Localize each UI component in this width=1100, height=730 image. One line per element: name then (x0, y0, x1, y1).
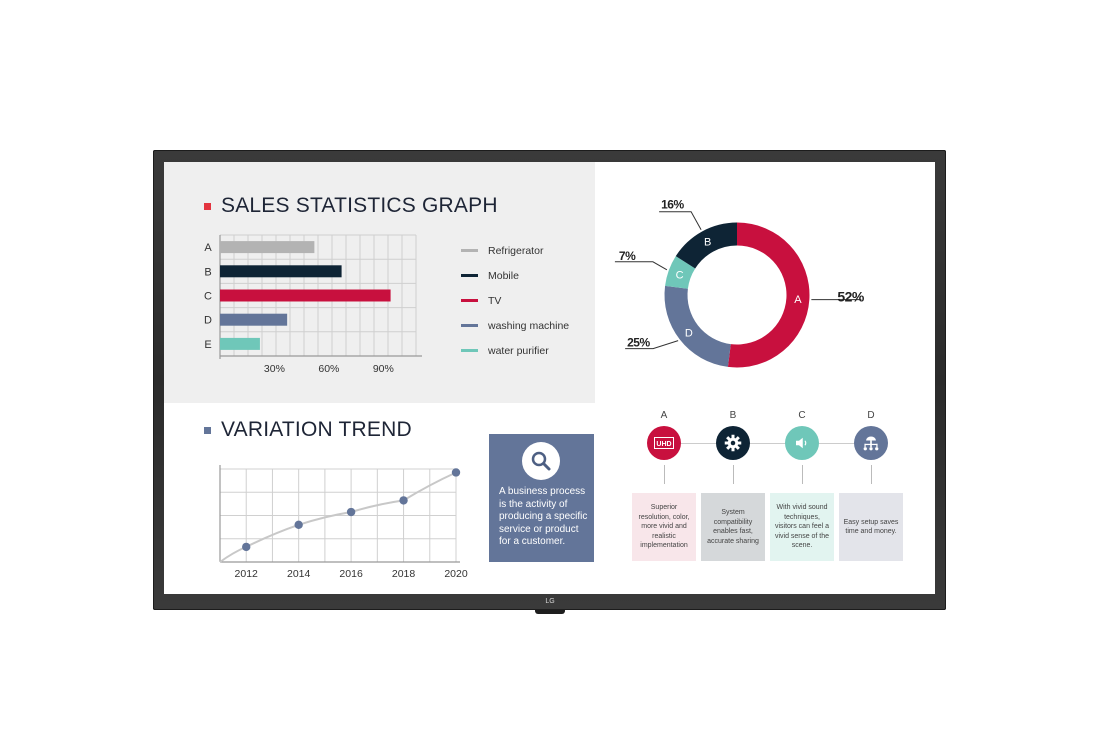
donut-slice-label: A (794, 294, 802, 306)
donut-slice-d (664, 285, 731, 367)
trend-title: VARIATION TREND (204, 418, 412, 442)
network-icon (854, 426, 888, 460)
feature-letter-a: A (660, 410, 668, 421)
feature-card-b: System compatibility enables fast, accur… (701, 493, 765, 561)
legend-item: TV (461, 288, 569, 313)
legend-swatch (461, 249, 478, 252)
magnifier-icon (522, 442, 560, 480)
legend-label: Mobile (488, 269, 519, 282)
feature-letter-c: C (798, 410, 806, 421)
x-tick-label: 2014 (287, 568, 311, 580)
bar-category-label: A (204, 242, 212, 254)
bar-category-label: D (204, 315, 212, 327)
monitor-stand (535, 609, 565, 614)
brand-logo: LG (545, 598, 555, 605)
feature-letter-d: D (867, 410, 875, 421)
x-tick-label: 2016 (339, 568, 363, 580)
bar-c (220, 289, 391, 302)
donut-pct-label: 7% (619, 249, 636, 263)
feature-card-text: Superior resolution, color, more vivid a… (638, 504, 690, 550)
feature-card-d: Easy setup saves time and money. (839, 493, 903, 561)
legend-label: water purifier (488, 344, 549, 357)
bar-b (220, 265, 342, 278)
feature-card-text: System compatibility enables fast, accur… (707, 509, 759, 545)
trend-point (242, 542, 251, 552)
trend-point (346, 507, 356, 517)
legend-item: water purifier (461, 338, 569, 363)
donut-slice-b (675, 222, 737, 269)
callout-line (659, 211, 702, 230)
bar-e (220, 337, 260, 350)
donut-slice-a (727, 222, 810, 368)
legend-swatch (461, 299, 478, 302)
x-tick-label: 2018 (392, 568, 416, 580)
bar-a (220, 241, 315, 254)
trend-point (294, 520, 303, 529)
trend-title-text: VARIATION TREND (221, 418, 412, 441)
legend-label: washing machine (488, 319, 570, 332)
caption-box: A business process is the activity of pr… (489, 434, 594, 562)
feature-card-c: With vivid sound techniques, visitors ca… (770, 493, 834, 561)
uhd-icon: UHD (647, 426, 681, 460)
sales-bar-chart: AB CDE 30% 60% 90% (204, 234, 422, 375)
legend-item: washing machine (461, 313, 569, 338)
feature-card-text: With vivid sound techniques, visitors ca… (774, 504, 830, 550)
sales-title-text: SALES STATISTICS GRAPH (221, 194, 498, 217)
donut-slice-label: D (685, 327, 693, 339)
x-tick-label: 60% (318, 363, 339, 375)
donut-slice-label: B (704, 237, 711, 249)
feature-connector-line (664, 465, 665, 484)
donut-pct-label: 16% (661, 198, 684, 212)
trend-line-chart: 2012 2014 2016 2018 2020 (219, 465, 468, 580)
trend-line (219, 471, 457, 563)
feature-card-a: Superior resolution, color, more vivid a… (632, 493, 696, 561)
legend-swatch (461, 349, 478, 352)
feature-connector-line (802, 465, 803, 484)
sales-legend: Refrigerator Mobile TV washing machine water… (461, 238, 569, 363)
title-marker (204, 426, 211, 434)
bar-category-label: C (204, 291, 212, 303)
bar-d (220, 313, 288, 326)
donut-slice-c (665, 256, 696, 289)
legend-item: Refrigerator (461, 238, 569, 263)
gear-icon (716, 426, 750, 460)
x-tick-label: 30% (264, 363, 285, 375)
feature-card-text: Easy setup saves time and money. (843, 518, 899, 536)
callout-line (625, 340, 679, 350)
bar-category-label: E (204, 339, 211, 351)
x-tick-label: 90% (373, 363, 394, 375)
monitor-screen: SALES STATISTICS GRAPH A B C D E 30% 60% 90% Re… (164, 162, 935, 594)
feature-connector (664, 443, 874, 444)
donut-pct-label: 25% (627, 336, 650, 350)
speaker-icon (785, 426, 819, 460)
legend-label: Refrigerator (488, 244, 544, 257)
sales-panel: SALES STATISTICS GRAPH A B C D E 30% 60% 90% Re… (164, 162, 595, 403)
feature-connector-line (871, 465, 872, 484)
feature-letter-b: B (729, 410, 737, 421)
x-tick-label: 2020 (444, 568, 468, 580)
trend-point (399, 496, 408, 505)
legend-swatch (461, 324, 478, 327)
sales-title: SALES STATISTICS GRAPH (204, 194, 498, 218)
svg-text:UHD: UHD (656, 441, 671, 448)
feature-connector-line (733, 465, 734, 484)
legend-item: Mobile (461, 263, 569, 288)
legend-label: TV (488, 294, 502, 307)
title-marker (204, 202, 211, 210)
donut-slice-label: C (676, 269, 684, 281)
bar-category-label: B (204, 266, 211, 278)
trend-point (451, 468, 461, 477)
donut-chart: A 52% D 25% C 7% B 16% (614, 198, 865, 368)
legend-swatch (461, 274, 478, 277)
x-tick-label: 2012 (235, 568, 259, 580)
caption-text: A business process is the activity of pr… (499, 486, 588, 547)
callout-line (614, 261, 668, 271)
donut-pct-label: 52% (837, 289, 865, 305)
